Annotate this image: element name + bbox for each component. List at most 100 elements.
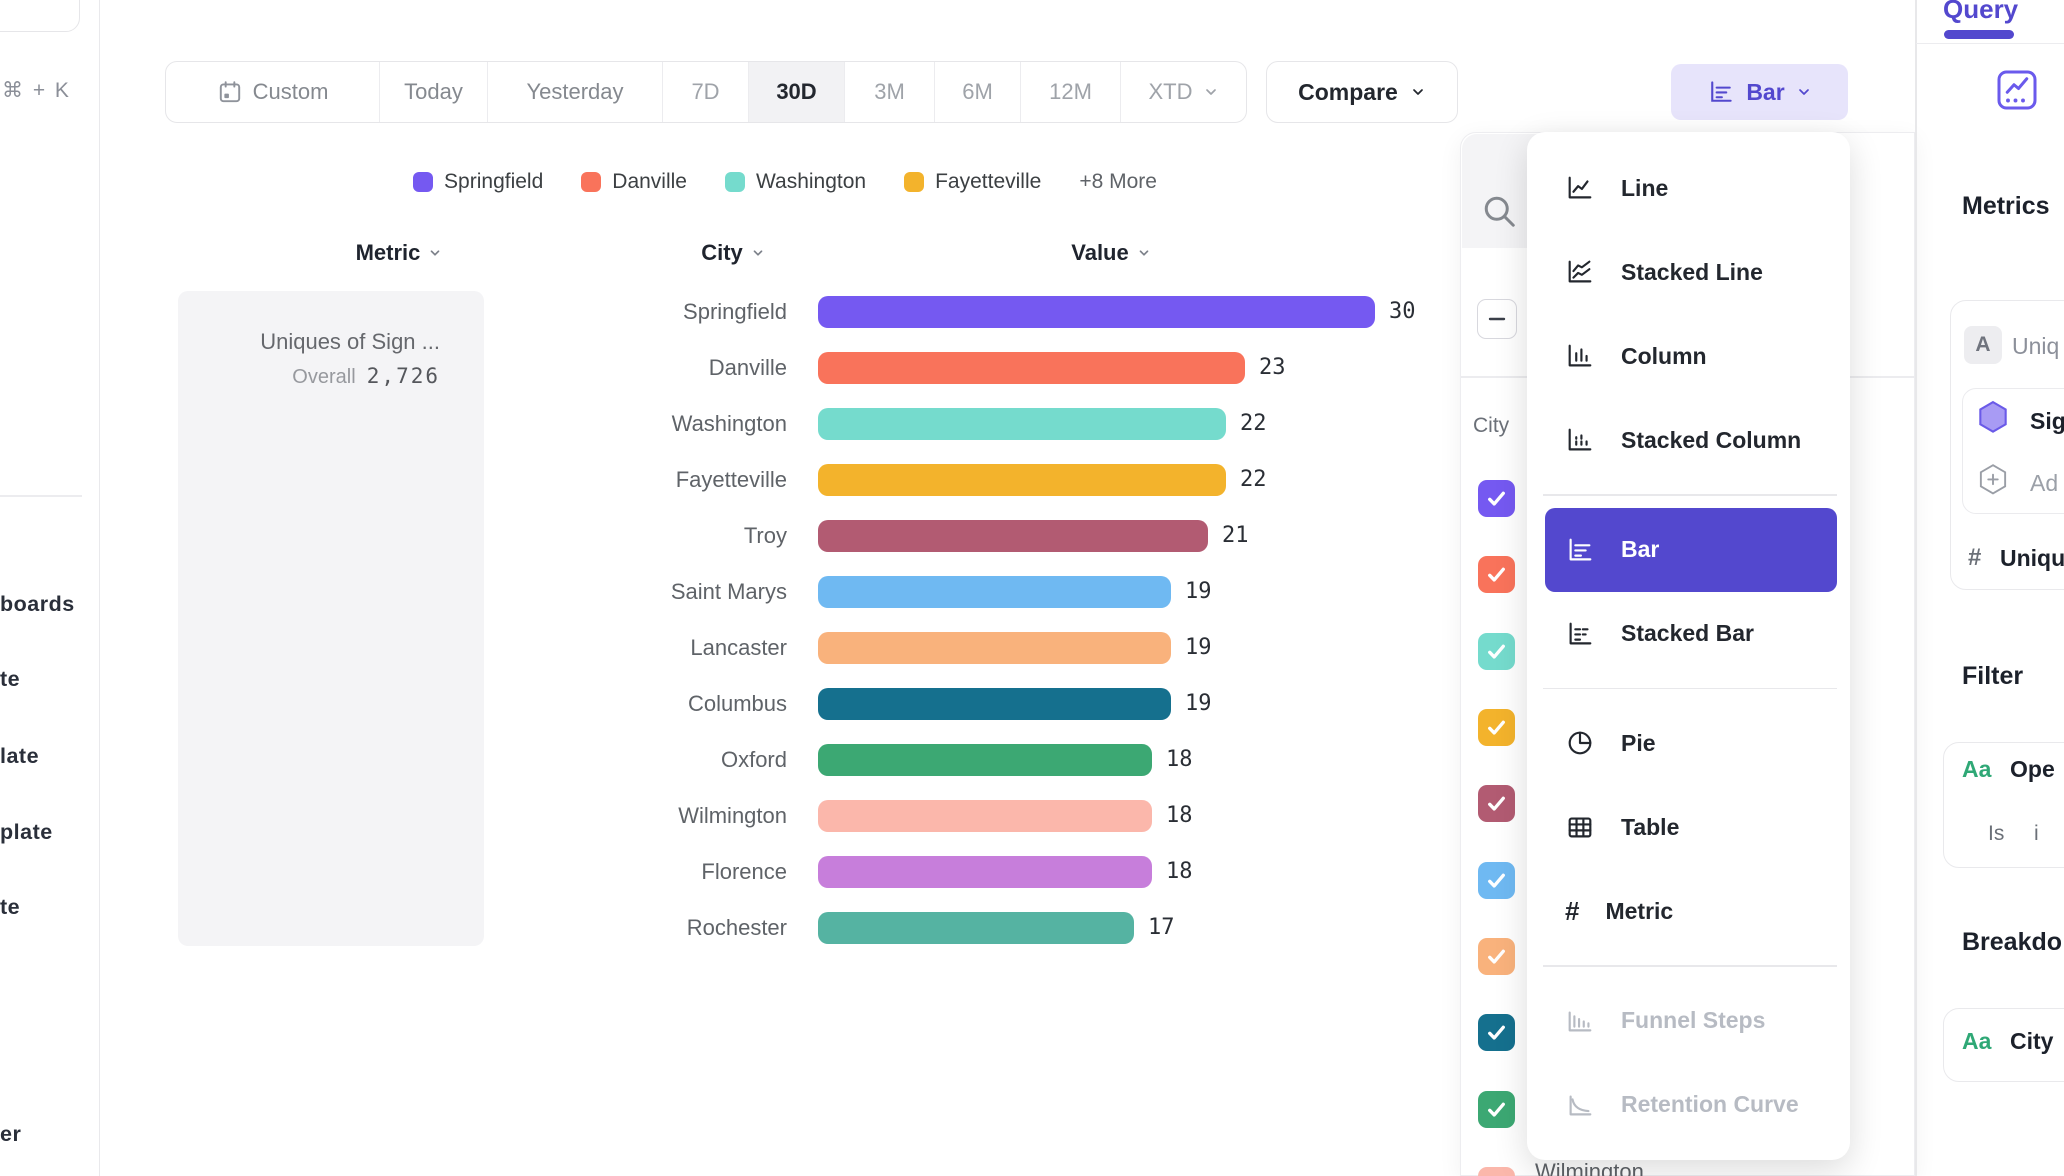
menu-item-column[interactable]: Column: [1527, 314, 1850, 398]
date-range-12m[interactable]: 12M: [1021, 62, 1121, 122]
sidebar-item-plate[interactable]: plate: [0, 820, 53, 844]
legend-item-washington[interactable]: Washington: [724, 170, 866, 194]
search-box-partial[interactable]: [0, 0, 80, 32]
bar-troy[interactable]: [818, 520, 1208, 552]
row-checkbox[interactable]: [1478, 938, 1515, 975]
menu-item-table[interactable]: Table: [1527, 785, 1850, 869]
bar-fayetteville[interactable]: [818, 464, 1226, 496]
value-column-header[interactable]: Value: [1001, 240, 1221, 266]
bar-row-label: Columbus: [687, 691, 787, 716]
bar-wilmington[interactable]: [818, 800, 1152, 832]
row-checkbox[interactable]: [1478, 480, 1515, 517]
bar-value: 19: [1185, 579, 1212, 604]
bar-chart-icon: [1707, 78, 1735, 106]
filter-value[interactable]: i: [2034, 822, 2039, 845]
date-range-yesterday[interactable]: Yesterday: [488, 62, 663, 122]
filter-card[interactable]: [1943, 742, 2064, 868]
sidebar-item-late[interactable]: late: [0, 744, 40, 768]
menu-item-stacked-column[interactable]: Stacked Column: [1527, 398, 1850, 482]
tab-query[interactable]: Query: [1943, 0, 2019, 24]
breakdown-property-label[interactable]: City: [2010, 1028, 2054, 1054]
bar-row-label: Florence: [701, 859, 787, 884]
legend-swatch: [904, 172, 925, 192]
sidebar-item-boards[interactable]: boards: [0, 592, 75, 616]
breakdown-card[interactable]: [1943, 1008, 2064, 1082]
funnel-icon: [1565, 1006, 1595, 1036]
metric-card[interactable]: Uniques of Sign ... Overall 2,726: [178, 291, 484, 946]
row-checkbox[interactable]: [1478, 633, 1515, 670]
sidebar-item-er[interactable]: er: [0, 1122, 22, 1146]
date-range-segmented-control: Custom Today Yesterday 7D 30D 3M 6M 12M XTD: [165, 61, 1247, 123]
menu-item-stacked-bar[interactable]: Stacked Bar: [1527, 592, 1850, 676]
filter-property-label[interactable]: Ope: [2010, 756, 2055, 782]
metric-overall: Overall 2,726: [292, 364, 440, 388]
sidebar-divider: [1915, 0, 1917, 1176]
sidebar-item-te[interactable]: te: [0, 667, 21, 691]
bar-row-label: Washington: [671, 411, 787, 436]
date-range-6m[interactable]: 6M: [935, 62, 1021, 122]
legend-item-danville[interactable]: Danville: [581, 170, 687, 194]
property-type-icon: Aa: [1962, 1028, 1992, 1054]
check-icon: [1484, 944, 1509, 969]
legend-item-springfield[interactable]: Springfield: [413, 170, 543, 194]
bar-saint-marys[interactable]: [818, 576, 1171, 608]
signal-label[interactable]: Sig: [2030, 408, 2064, 434]
row-checkbox[interactable]: [1478, 709, 1515, 746]
check-icon: [1484, 562, 1509, 587]
sidebar-divider: [0, 495, 82, 497]
add-hexagon-icon[interactable]: [1976, 462, 2010, 500]
hexagon-icon: [1976, 400, 2010, 438]
menu-item-metric[interactable]: # Metric: [1565, 895, 1674, 926]
menu-item-bar[interactable]: Bar: [1545, 507, 1837, 592]
row-checkbox[interactable]: [1478, 1091, 1515, 1128]
chevron-down-icon: [1410, 84, 1426, 100]
date-range-xtd[interactable]: XTD: [1121, 62, 1246, 122]
sidebar-item-te[interactable]: te: [0, 895, 21, 919]
date-range-30d[interactable]: 30D: [749, 62, 845, 122]
menu-divider: [1543, 965, 1837, 967]
menu-item-pie[interactable]: Pie: [1527, 701, 1850, 785]
filter-operator[interactable]: Is: [1988, 822, 2005, 845]
measure-label[interactable]: Uniqu: [2000, 545, 2064, 571]
bar-row-label: Lancaster: [690, 635, 787, 660]
legend-more[interactable]: +8 More: [1079, 170, 1157, 193]
breakdown-heading: Breakdo: [1962, 928, 2063, 956]
bar-washington[interactable]: [818, 408, 1226, 440]
compare-button[interactable]: Compare: [1266, 61, 1458, 123]
date-range-7d[interactable]: 7D: [663, 62, 749, 122]
date-range-3m[interactable]: 3M: [845, 62, 935, 122]
bar-danville[interactable]: [818, 352, 1245, 384]
row-checkbox[interactable]: [1478, 556, 1515, 593]
metric-column-header[interactable]: Metric: [289, 240, 509, 266]
bar-row-label: Springfield: [683, 299, 787, 324]
bar-value: 18: [1166, 803, 1193, 828]
date-range-today[interactable]: Today: [380, 62, 488, 122]
add-label[interactable]: Ad: [2030, 470, 2059, 496]
select-all-checkbox[interactable]: [1477, 299, 1517, 339]
bar-springfield[interactable]: [818, 296, 1375, 328]
chart-type-button[interactable]: Bar: [1671, 64, 1848, 120]
menu-item-stacked-line[interactable]: Stacked Line: [1527, 230, 1850, 314]
bar-rochester[interactable]: [818, 912, 1134, 944]
bar-columbus[interactable]: [818, 688, 1171, 720]
chevron-down-icon: [1137, 246, 1151, 260]
city-column-header[interactable]: City: [623, 240, 843, 266]
row-checkbox[interactable]: [1478, 1014, 1515, 1051]
bar-oxford[interactable]: [818, 744, 1152, 776]
check-icon: [1484, 639, 1509, 664]
row-checkbox[interactable]: [1478, 1167, 1515, 1176]
row-checkbox[interactable]: [1478, 862, 1515, 899]
legend-item-fayetteville[interactable]: Fayetteville: [904, 170, 1041, 194]
menu-item-line[interactable]: Line: [1527, 146, 1850, 230]
search-icon[interactable]: [1481, 193, 1517, 229]
check-icon: [1484, 715, 1509, 740]
chart-preview-icon[interactable]: [1993, 66, 2041, 114]
date-range-custom[interactable]: Custom: [166, 62, 380, 122]
bar-lancaster[interactable]: [818, 632, 1171, 664]
stacked-column-icon: [1565, 425, 1595, 455]
row-checkbox[interactable]: [1478, 785, 1515, 822]
bar-florence[interactable]: [818, 856, 1152, 888]
measured-as-card: [1962, 388, 2064, 514]
event-label[interactable]: Uniq: [2012, 333, 2060, 359]
bar-value: 18: [1166, 859, 1193, 884]
